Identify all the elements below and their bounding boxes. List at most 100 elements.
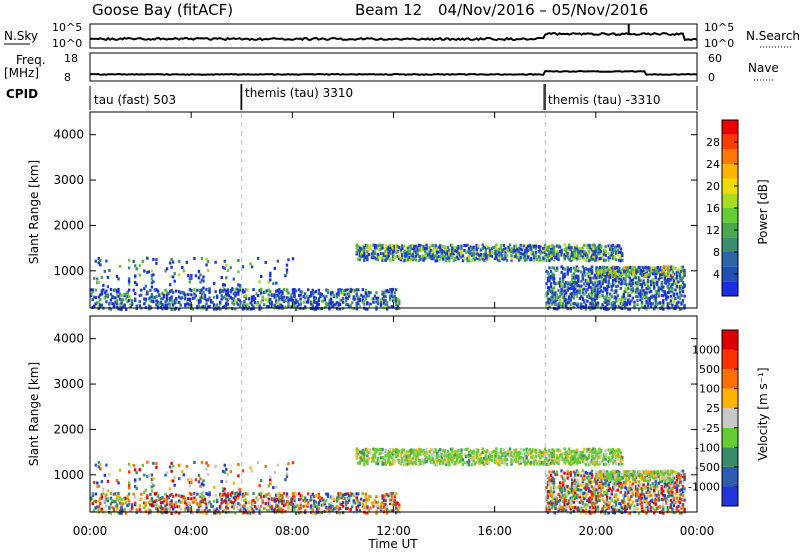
power-echo: [127, 295, 131, 299]
power-echo: [448, 250, 451, 254]
power-echo: [615, 285, 618, 289]
velocity-echo: [361, 499, 365, 503]
power-echo: [563, 243, 566, 247]
power-echo: [566, 286, 569, 290]
velocity-echo: [347, 493, 351, 497]
velocity-echo: [575, 485, 578, 489]
power-echo: [621, 295, 624, 299]
velocity-echo: [255, 507, 258, 511]
power-echo: [241, 288, 245, 292]
velocity-echo: [651, 485, 654, 489]
power-echo: [387, 290, 390, 294]
velocity-echo: [610, 492, 613, 496]
velocity-echo: [357, 501, 360, 505]
power-echo: [244, 304, 248, 308]
power-echo: [604, 248, 607, 252]
velocity-echo: [361, 502, 365, 506]
velocity-echo: [140, 497, 143, 501]
power-echo: [678, 269, 682, 273]
power-echo: [194, 294, 198, 298]
power-echo: [355, 288, 358, 292]
velocity-echo: [604, 491, 607, 495]
power-echo: [674, 307, 677, 311]
power-echo: [115, 299, 119, 303]
velocity-echo: [476, 460, 480, 464]
power-echo: [152, 300, 155, 304]
velocity-echo: [636, 488, 639, 492]
velocity-echo: [226, 472, 229, 476]
velocity-echo: [417, 463, 421, 467]
nsky-tick-top: 10^5: [52, 21, 82, 34]
power-echo: [150, 285, 154, 289]
velocity-echo: [572, 452, 575, 456]
velocity-echo: [593, 490, 597, 494]
power-echo: [439, 246, 442, 250]
velocity-echo: [452, 454, 456, 458]
velocity-echo: [369, 506, 372, 510]
power-echo: [118, 307, 122, 311]
power-echo: [425, 246, 428, 250]
velocity-echo: [643, 496, 647, 500]
velocity-echo: [589, 471, 592, 475]
velocity-echo: [341, 504, 345, 508]
power-echo: [636, 284, 639, 288]
velocity-echo: [646, 488, 650, 492]
velocity-echo: [637, 511, 641, 515]
power-echo: [467, 256, 471, 260]
power-echo: [595, 294, 598, 298]
power-echo: [581, 273, 585, 277]
velocity-echo: [184, 497, 187, 501]
velocity-echo: [335, 496, 339, 500]
power-echo: [259, 300, 263, 304]
power-echo: [117, 290, 120, 294]
velocity-echo: [174, 503, 178, 507]
power-echo: [223, 259, 226, 263]
power-echo: [123, 303, 126, 307]
velocity-echo: [323, 500, 327, 504]
velocity-echo: [560, 505, 563, 509]
power-echo: [602, 252, 606, 256]
power-echo: [490, 254, 494, 258]
power-echo: [407, 246, 410, 250]
velocity-echo: [276, 492, 280, 496]
power-echo: [635, 270, 638, 274]
velocity-echo: [337, 511, 340, 515]
power-echo: [634, 283, 638, 287]
power-echo: [577, 252, 580, 256]
power-echo: [592, 246, 595, 250]
power-echo: [361, 254, 365, 258]
power-echo: [572, 248, 575, 252]
velocity-echo: [495, 454, 498, 458]
power-echo: [256, 294, 260, 298]
velocity-echo: [90, 492, 93, 496]
power-echo: [605, 294, 609, 298]
velocity-echo: [634, 485, 638, 489]
power-echo: [481, 247, 484, 251]
power-echo: [598, 276, 601, 280]
velocity-echo: [598, 489, 601, 493]
velocity-echo: [628, 488, 632, 492]
velocity-echo: [96, 481, 99, 485]
velocity-echo: [654, 497, 657, 501]
velocity-echo: [378, 459, 381, 463]
velocity-echo: [352, 501, 355, 505]
cpid-label: CPID: [6, 87, 38, 101]
power-echo: [417, 248, 421, 252]
power-echo: [652, 297, 656, 301]
power-echo: [560, 265, 563, 269]
power-echo: [596, 295, 600, 299]
velocity-echo: [314, 505, 317, 509]
velocity-echo: [640, 509, 644, 513]
power-echo: [583, 272, 586, 276]
power-echo: [596, 248, 600, 252]
velocity-echo: [162, 499, 166, 503]
power-echo: [261, 298, 264, 302]
velocity-echo: [574, 484, 577, 488]
power-echo: [595, 246, 598, 250]
velocity-echo: [577, 452, 580, 456]
velocity-echo: [299, 501, 302, 505]
velocity-echo: [554, 506, 557, 510]
power-echo: [388, 294, 392, 298]
velocity-echo: [106, 479, 110, 483]
power-echo: [508, 250, 512, 254]
